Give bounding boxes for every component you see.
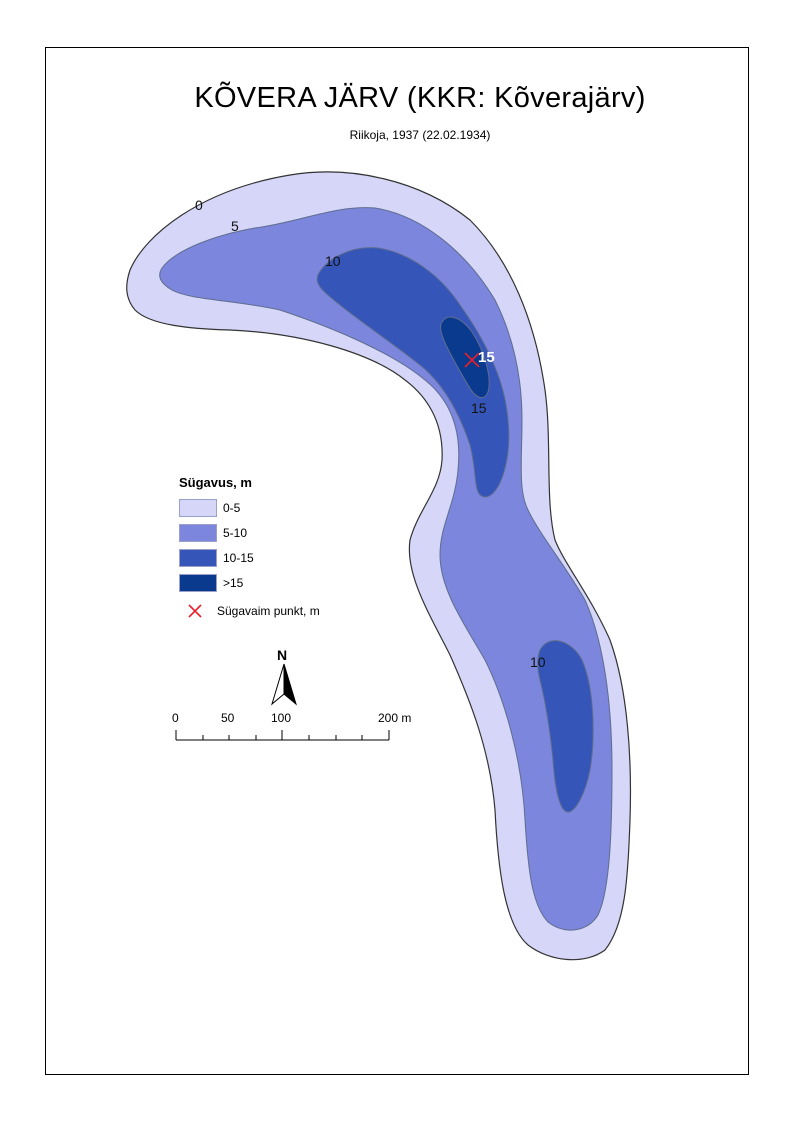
legend-point-label: Sügavaim punkt, m xyxy=(217,604,320,618)
contour-label-5: 5 xyxy=(231,218,239,234)
legend-item-label: 0-5 xyxy=(223,501,241,515)
north-arrow-icon xyxy=(271,663,297,706)
deepest-point-marker xyxy=(464,352,480,368)
contour-label-15: 15 xyxy=(471,400,487,416)
scale-label-50: 50 xyxy=(221,711,235,725)
legend-swatch xyxy=(179,524,217,542)
legend-item-label: >15 xyxy=(223,576,244,590)
scale-label-0: 0 xyxy=(172,711,179,725)
depth-zone-10-15-upper xyxy=(316,247,510,498)
map-title: KÕVERA JÄRV (KKR: Kõverajärv) xyxy=(194,82,646,114)
depth-zone-10-15-lower xyxy=(537,640,594,813)
depth-zone-over-15 xyxy=(440,316,490,399)
contour-label-10-lower: 10 xyxy=(530,654,546,670)
legend-item-label: 10-15 xyxy=(223,551,254,565)
scale-label-200: 200 m xyxy=(378,711,412,725)
legend-item-0-5: 0-5 xyxy=(179,498,240,518)
contour-label-10-upper: 10 xyxy=(325,253,341,269)
contour-label-0: 0 xyxy=(195,197,203,213)
legend-item-deepest-point: Sügavaim punkt, m xyxy=(187,603,320,619)
legend-item-label: 5-10 xyxy=(223,526,248,540)
scale-label-100: 100 xyxy=(271,711,292,725)
legend-item-10-15: 10-15 xyxy=(179,548,254,568)
legend-swatch xyxy=(179,549,217,567)
legend-swatch xyxy=(179,574,217,592)
north-arrow-label: N xyxy=(277,647,288,663)
map-frame xyxy=(45,47,749,1075)
legend-item-5-10: 5-10 xyxy=(179,523,247,543)
deepest-point-depth-label: 15 xyxy=(478,349,495,366)
scale-bar xyxy=(175,730,390,741)
legend-item-over-15: >15 xyxy=(179,573,243,593)
legend-swatch xyxy=(179,499,217,517)
x-mark-icon xyxy=(188,604,202,618)
legend-title: Sügavus, m xyxy=(179,475,252,490)
map-subtitle: Riikoja, 1937 (22.02.1934) xyxy=(349,128,491,142)
